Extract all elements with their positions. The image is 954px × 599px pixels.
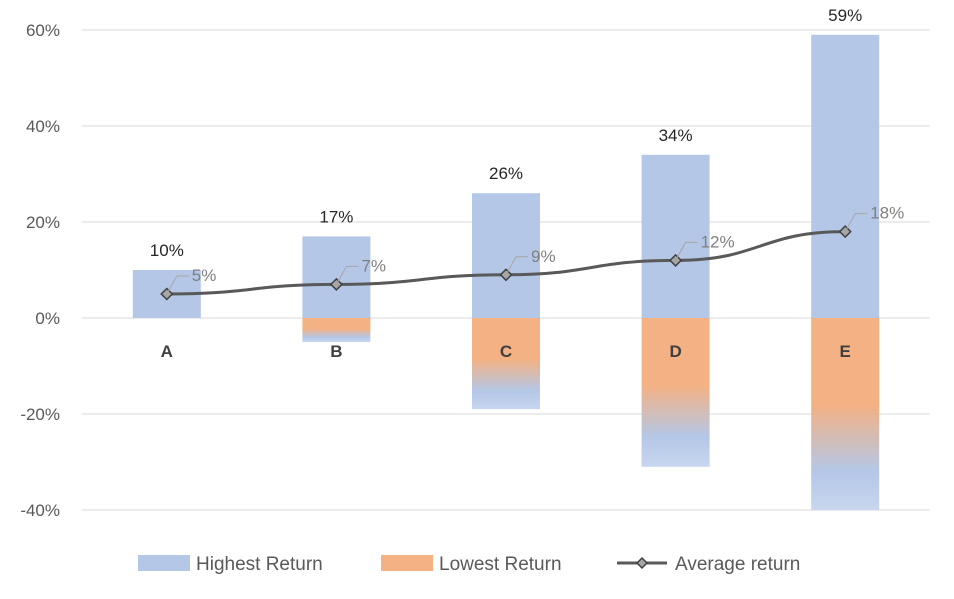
highest-return-label: 34% xyxy=(659,126,693,145)
bars xyxy=(132,34,880,510)
category-label: B xyxy=(330,342,342,361)
legend-label: Highest Return xyxy=(196,554,323,575)
highest-return-label: 17% xyxy=(319,207,353,226)
lowest-return-bar xyxy=(811,318,880,510)
y-axis-ticks: 60% 40% 20% 0% -20% -40% xyxy=(20,21,60,520)
category-label: D xyxy=(669,342,681,361)
y-tick-label: 20% xyxy=(26,213,60,232)
highest-return-label: 26% xyxy=(489,164,523,183)
average-return-label: 5% xyxy=(192,266,217,285)
legend-item: Highest Return xyxy=(138,554,323,575)
average-label-leader xyxy=(335,265,359,285)
y-tick-label: 60% xyxy=(26,21,60,40)
data-labels: 10% 17% 26% 34% 59% 5% 7% 9% 12% 18% xyxy=(150,6,904,295)
average-label-leader xyxy=(675,241,698,261)
category-label: C xyxy=(500,342,512,361)
average-label-leader xyxy=(166,275,189,295)
category-label: E xyxy=(840,342,851,361)
average-return-label: 9% xyxy=(531,247,556,266)
category-label: A xyxy=(161,342,173,361)
category-labels: A B C D E xyxy=(161,342,851,361)
highest-return-bar xyxy=(472,193,540,318)
legend-label: Lowest Return xyxy=(439,554,562,575)
average-return-label: 12% xyxy=(701,232,735,251)
y-tick-label: 0% xyxy=(35,309,60,328)
lowest-return-bar xyxy=(641,318,710,467)
legend-swatch xyxy=(381,555,433,571)
legend-item: Lowest Return xyxy=(381,554,562,575)
legend-label: Average return xyxy=(675,554,800,575)
lowest-return-bar xyxy=(302,318,371,342)
average-label-leader xyxy=(505,256,528,276)
highest-return-label: 59% xyxy=(828,6,862,25)
legend-swatch xyxy=(138,555,190,571)
legend-item: Average return xyxy=(617,554,800,575)
highest-return-bar xyxy=(641,154,710,318)
average-return-label: 18% xyxy=(870,204,904,223)
highest-return-label: 10% xyxy=(150,241,184,260)
y-tick-label: -40% xyxy=(20,501,60,520)
highest-return-bar xyxy=(302,236,371,318)
y-tick-label: -20% xyxy=(20,405,60,424)
average-label-leader xyxy=(844,213,868,232)
y-tick-label: 40% xyxy=(26,117,60,136)
highest-return-bar xyxy=(811,34,880,319)
legend: Highest Return Lowest Return Average retur… xyxy=(138,554,800,575)
legend-marker xyxy=(635,556,649,570)
average-return-label: 7% xyxy=(361,256,386,275)
lowest-return-bar xyxy=(472,318,540,410)
